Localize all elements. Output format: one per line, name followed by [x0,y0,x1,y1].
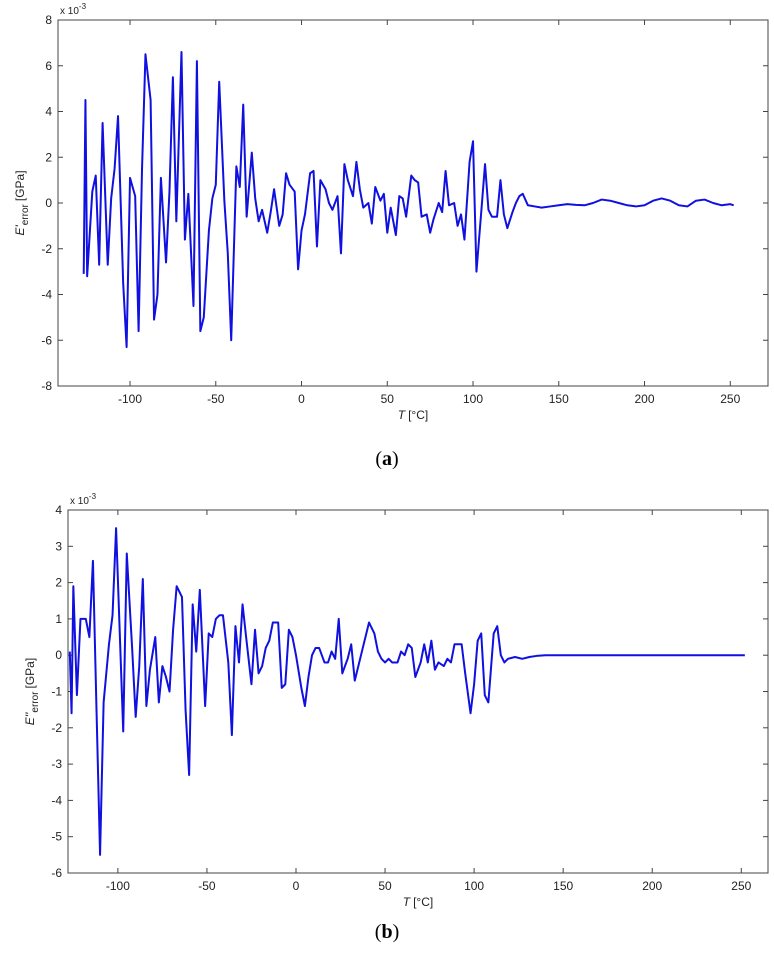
panel-caption: (a) [375,448,398,470]
panel-caption: (b) [375,921,399,943]
x-label-symbol: T [403,895,412,909]
multiplier-base: x 10 [60,6,79,17]
x-tick-label: 0 [298,392,305,406]
caption-open: ( [375,921,382,943]
x-tick-label: 200 [635,392,655,406]
panel: -8 -6 -4 -2 0 2 4 6 8 -100 -50 0 50 100 150 200 250 x 10-… [13,2,769,470]
x-tick-label: 100 [464,879,484,893]
y-tick-label: -5 [51,830,62,844]
x-tick-label: 50 [381,392,395,406]
x-tick-label: 0 [293,879,300,893]
multiplier-exponent: -3 [79,2,87,11]
caption-letter: a [382,448,392,470]
y-axis-label: E'error [GPa] [13,170,31,235]
y-tick-label: -8 [41,379,52,393]
y-tick-label: -4 [41,288,52,302]
x-label-symbol: T [398,408,407,422]
data-line [68,527,745,856]
data-line [82,51,735,349]
x-axis-label: T [°C] [403,895,433,909]
x-tick-label: 100 [463,392,483,406]
x-tick-label: -100 [118,392,142,406]
y-tick-label: -4 [51,793,62,807]
y-tick-label: 2 [45,150,52,164]
x-tick-label: 250 [731,879,751,893]
y-tick-label: 4 [55,503,62,517]
caption-close: ) [392,448,399,470]
y-tick-label: 4 [45,105,52,119]
x-label-unit: [°C] [413,895,433,909]
panel: -6 -5 -4 -3 -2 -1 0 1 2 3 4 -100 -50 0 50 100 150 200 250 x… [23,492,769,943]
y-tick-label: -6 [51,866,62,880]
x-tick-label: 200 [642,879,662,893]
plot-frame [67,509,769,874]
y-tick-label: 8 [45,13,52,27]
y-label-unit: [GPa] [13,170,27,201]
y-tick-label: -2 [41,242,52,256]
x-axis-label: T [°C] [398,408,428,422]
x-tick-label: 150 [553,879,573,893]
y-label-subscript: error [30,691,41,713]
y-tick-label: -6 [41,333,52,347]
y-tick-label: 0 [55,648,62,662]
x-label-unit: [°C] [408,408,428,422]
y-label-subscript: error [20,203,31,225]
x-tick-label: -100 [106,879,130,893]
y-axis-label: E''error [GPa] [23,658,41,725]
caption-close: ) [393,921,400,943]
multiplier-exponent: -3 [89,492,97,501]
y-tick-label: 6 [45,59,52,73]
plot-frame [57,19,769,387]
y-label-unit: [GPa] [23,658,37,689]
axis-multiplier: x 10-3 [70,492,97,507]
x-tick-label: -50 [207,392,225,406]
caption-letter: b [381,921,392,943]
y-label-symbol: E' [13,225,27,236]
y-tick-label: -2 [51,721,62,735]
y-tick-label: 0 [45,196,52,210]
x-tick-label: 50 [378,879,392,893]
x-tick-label: -50 [198,879,216,893]
y-tick-label: -3 [51,757,62,771]
axis-multiplier: x 10-3 [60,2,87,17]
y-tick-label: -1 [51,685,62,699]
multiplier-base: x 10 [70,496,89,507]
y-tick-label: 2 [55,576,62,590]
x-tick-label: 150 [549,392,569,406]
y-tick-label: 3 [55,539,62,553]
caption-open: ( [375,448,382,470]
y-tick-label: 1 [55,612,62,626]
y-label-symbol: E'' [23,712,37,725]
x-tick-label: 250 [720,392,740,406]
